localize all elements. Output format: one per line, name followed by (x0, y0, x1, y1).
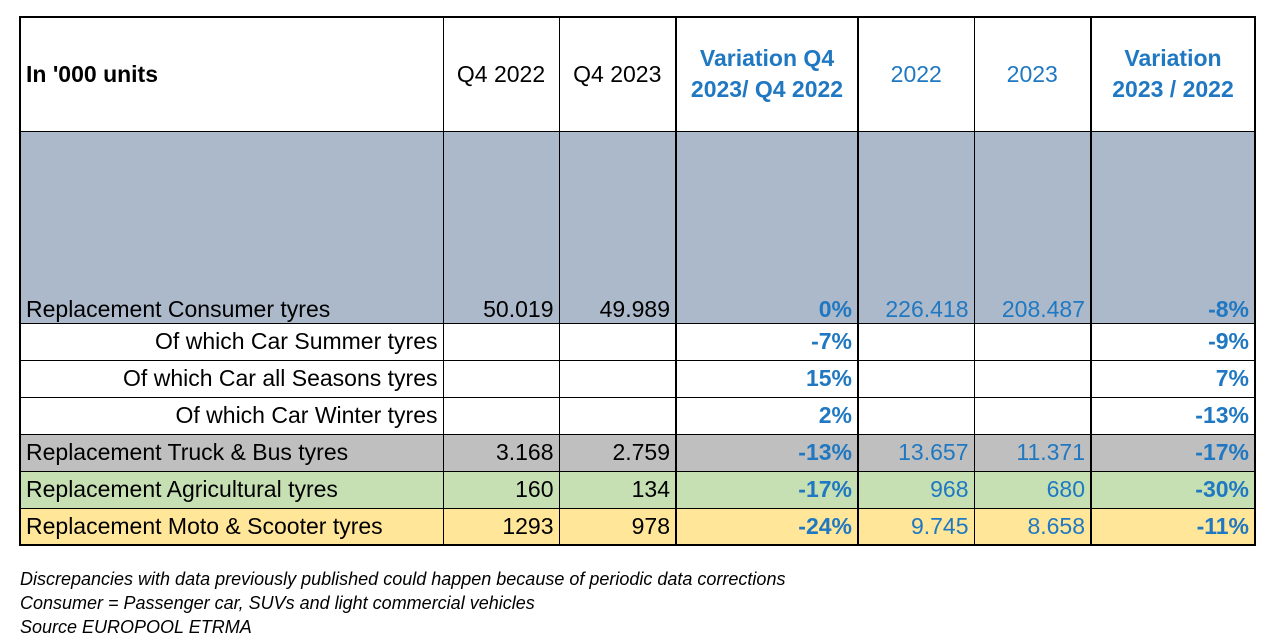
cell-2023: 208.487 (973, 130, 1092, 324)
header-2023: 2023 (973, 16, 1092, 132)
table-row: Of which Car Winter tyres 2% -13% (19, 396, 1256, 435)
cell-2022: 9.745 (857, 507, 975, 546)
table-row: Replacement Consumer tyres 50.019 49.989… (19, 130, 1256, 324)
cell-2023 (973, 359, 1092, 398)
cell-q4-2022: 3.168 (442, 433, 560, 472)
table-row: Replacement Truck & Bus tyres 3.168 2.75… (19, 433, 1256, 472)
cell-variation-q4: -7% (675, 322, 859, 361)
table-row: Replacement Agricultural tyres 160 134 -… (19, 470, 1256, 509)
note-source: Source EUROPOOL ETRMA (20, 617, 252, 637)
cell-q4-2023 (558, 359, 677, 398)
table-row: Of which Car all Seasons tyres 15% 7% (19, 359, 1256, 398)
cell-2022 (857, 359, 975, 398)
footnotes: Discrepancies with data previously publi… (20, 567, 785, 639)
cell-2023 (973, 396, 1092, 435)
cell-q4-2023 (558, 322, 677, 361)
cell-variation-q4: 0% (675, 130, 859, 324)
cell-q4-2023: 978 (558, 507, 677, 546)
row-label: Replacement Moto & Scooter tyres (19, 507, 444, 546)
tyre-replacement-table: In '000 units Q4 2022 Q4 2023 Variation … (19, 16, 1256, 546)
cell-2023: 680 (973, 470, 1092, 509)
cell-2022: 13.657 (857, 433, 975, 472)
note-discrepancies: Discrepancies with data previously publi… (20, 569, 786, 589)
cell-q4-2022 (442, 359, 560, 398)
cell-2023: 8.658 (973, 507, 1092, 546)
cell-q4-2023: 134 (558, 470, 677, 509)
cell-q4-2023: 49.989 (558, 130, 677, 324)
header-variation-q4: Variation Q4 2023/ Q4 2022 (675, 16, 859, 132)
row-label: Replacement Agricultural tyres (19, 470, 444, 509)
cell-q4-2023 (558, 396, 677, 435)
table-row: Replacement Moto & Scooter tyres 1293 97… (19, 507, 1256, 546)
cell-q4-2022: 160 (442, 470, 560, 509)
cell-variation-q4: 15% (675, 359, 859, 398)
cell-variation-year: -11% (1090, 507, 1256, 546)
cell-q4-2022: 1293 (442, 507, 560, 546)
row-label: Of which Car all Seasons tyres (19, 359, 444, 398)
cell-variation-year: 7% (1090, 359, 1256, 398)
note-consumer-definition: Consumer = Passenger car, SUVs and light… (20, 593, 535, 613)
header-q4-2023: Q4 2023 (558, 16, 677, 132)
cell-2022 (857, 322, 975, 361)
cell-2023 (973, 322, 1092, 361)
cell-variation-year: -13% (1090, 396, 1256, 435)
cell-q4-2022 (442, 322, 560, 361)
cell-variation-year: -30% (1090, 470, 1256, 509)
cell-q4-2022: 50.019 (442, 130, 560, 324)
header-row: In '000 units Q4 2022 Q4 2023 Variation … (19, 16, 1256, 132)
cell-variation-q4: -17% (675, 470, 859, 509)
cell-variation-year: -17% (1090, 433, 1256, 472)
header-q4-2022: Q4 2022 (442, 16, 560, 132)
cell-variation-q4: 2% (675, 396, 859, 435)
row-label: Of which Car Summer tyres (19, 322, 444, 361)
cell-2023: 11.371 (973, 433, 1092, 472)
row-label: Of which Car Winter tyres (19, 396, 444, 435)
cell-variation-year: -9% (1090, 322, 1256, 361)
header-units: In '000 units (19, 16, 444, 132)
cell-q4-2023: 2.759 (558, 433, 677, 472)
cell-2022: 226.418 (857, 130, 975, 324)
cell-q4-2022 (442, 396, 560, 435)
header-variation-year: Variation 2023 / 2022 (1090, 16, 1256, 132)
cell-2022: 968 (857, 470, 975, 509)
cell-variation-q4: -24% (675, 507, 859, 546)
header-2022: 2022 (857, 16, 975, 132)
table-row: Of which Car Summer tyres -7% -9% (19, 322, 1256, 361)
cell-variation-q4: -13% (675, 433, 859, 472)
cell-2022 (857, 396, 975, 435)
row-label: Replacement Consumer tyres (19, 130, 444, 324)
row-label: Replacement Truck & Bus tyres (19, 433, 444, 472)
cell-variation-year: -8% (1090, 130, 1256, 324)
